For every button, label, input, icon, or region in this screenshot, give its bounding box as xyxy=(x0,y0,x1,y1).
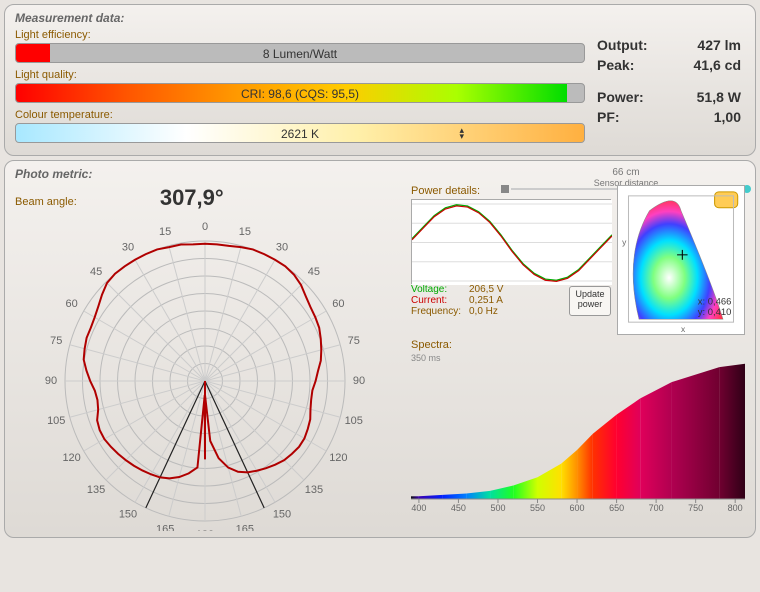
svg-text:800: 800 xyxy=(728,503,743,513)
quality-value: CRI: 98,6 (CQS: 95,5) xyxy=(16,84,584,102)
power-value: 51,8 W xyxy=(697,89,741,105)
svg-text:135: 135 xyxy=(305,484,323,496)
beam-angle-section: Beam angle: 307,9° 0 15 30 45 60 75 90 105 120 13… xyxy=(15,185,405,531)
spectra-section: Spectra: 350 ms 400 450 500 550 600 650 700 750… xyxy=(411,339,745,531)
peak-label: Peak: xyxy=(597,57,634,73)
colortemp-bar: 2621 K ▴▾ xyxy=(15,123,585,143)
svg-text:120: 120 xyxy=(62,452,80,464)
svg-text:15: 15 xyxy=(239,226,251,238)
svg-text:105: 105 xyxy=(47,415,65,427)
freq-value: 0,0 Hz xyxy=(469,306,498,317)
svg-text:400: 400 xyxy=(411,503,426,513)
peak-value: 41,6 cd xyxy=(694,57,741,73)
svg-text:x: 0,466: x: 0,466 xyxy=(698,297,732,307)
current-label: Current: xyxy=(411,295,469,306)
svg-text:180: 180 xyxy=(196,529,214,531)
colortemp-arrows-icon: ▴▾ xyxy=(459,124,464,142)
svg-text:650: 650 xyxy=(609,503,624,513)
svg-text:60: 60 xyxy=(66,298,78,310)
colortemp-value: 2621 K xyxy=(16,124,584,142)
svg-text:0: 0 xyxy=(202,221,208,233)
beam-angle-label: Beam angle: xyxy=(15,196,77,208)
spectra-chart: 400 450 500 550 600 650 700 750 800 xyxy=(411,363,745,523)
svg-text:x: x xyxy=(681,325,685,334)
output-value: 427 lm xyxy=(697,37,741,53)
svg-text:150: 150 xyxy=(119,508,137,520)
svg-text:750: 750 xyxy=(688,503,703,513)
svg-text:150: 150 xyxy=(273,508,291,520)
efficiency-bar: 8 Lumen/Watt xyxy=(15,43,585,63)
svg-text:90: 90 xyxy=(45,375,57,387)
efficiency-label: Light efficiency: xyxy=(15,29,585,41)
svg-text:165: 165 xyxy=(156,524,174,531)
sensor-distance: 66 cm Sensor distance xyxy=(511,167,741,183)
freq-label: Frequency: xyxy=(411,306,469,317)
current-value: 0,251 A xyxy=(469,295,503,306)
svg-text:y: 0,410: y: 0,410 xyxy=(698,308,732,318)
svg-text:45: 45 xyxy=(308,266,320,278)
beam-angle-value: 307,9° xyxy=(160,185,224,211)
svg-text:60: 60 xyxy=(332,298,344,310)
sensor-distance-value: 66 cm xyxy=(612,167,639,178)
svg-text:135: 135 xyxy=(87,484,105,496)
svg-text:120: 120 xyxy=(329,452,347,464)
polar-chart: 0 15 30 45 60 75 90 105 120 135 150 165 180 15 30 45 60 7… xyxy=(15,211,395,531)
svg-text:75: 75 xyxy=(50,335,62,347)
update-power-button[interactable]: Update power xyxy=(569,286,611,316)
power-wave-chart xyxy=(411,199,611,284)
svg-text:90: 90 xyxy=(353,375,365,387)
measurement-panel: Measurement data: Light efficiency: 8 Lu… xyxy=(4,4,756,156)
svg-text:700: 700 xyxy=(649,503,664,513)
voltage-value: 206,5 V xyxy=(469,284,503,295)
spectra-time: 350 ms xyxy=(411,353,745,363)
svg-text:30: 30 xyxy=(122,242,134,254)
quality-bar: CRI: 98,6 (CQS: 95,5) xyxy=(15,83,585,103)
svg-text:550: 550 xyxy=(530,503,545,513)
svg-text:165: 165 xyxy=(236,524,254,531)
svg-text:450: 450 xyxy=(451,503,466,513)
cie-chart: x: 0,466y: 0,410yx xyxy=(617,185,745,335)
pf-label: PF: xyxy=(597,109,620,125)
power-details-section: Power details: Voltage:206,5 V Current:0… xyxy=(411,185,611,335)
svg-text:600: 600 xyxy=(570,503,585,513)
pf-value: 1,00 xyxy=(714,109,741,125)
efficiency-value: 8 Lumen/Watt xyxy=(16,44,584,62)
svg-text:30: 30 xyxy=(276,242,288,254)
svg-text:45: 45 xyxy=(90,266,102,278)
colortemp-label: Colour temperature: xyxy=(15,109,585,121)
measurement-title: Measurement data: xyxy=(15,11,745,25)
power-label: Power: xyxy=(597,89,644,105)
voltage-label: Voltage: xyxy=(411,284,469,295)
quality-label: Light quality: xyxy=(15,69,585,81)
svg-text:75: 75 xyxy=(348,335,360,347)
svg-text:500: 500 xyxy=(490,503,505,513)
readouts: Output:427 lm Peak:41,6 cd Power:51,8 W … xyxy=(585,29,745,149)
spectra-label: Spectra: xyxy=(411,339,745,351)
svg-text:105: 105 xyxy=(345,415,363,427)
svg-text:15: 15 xyxy=(159,226,171,238)
output-label: Output: xyxy=(597,37,648,53)
photometric-panel: Photo metric: 66 cm Sensor distance Beam… xyxy=(4,160,756,538)
